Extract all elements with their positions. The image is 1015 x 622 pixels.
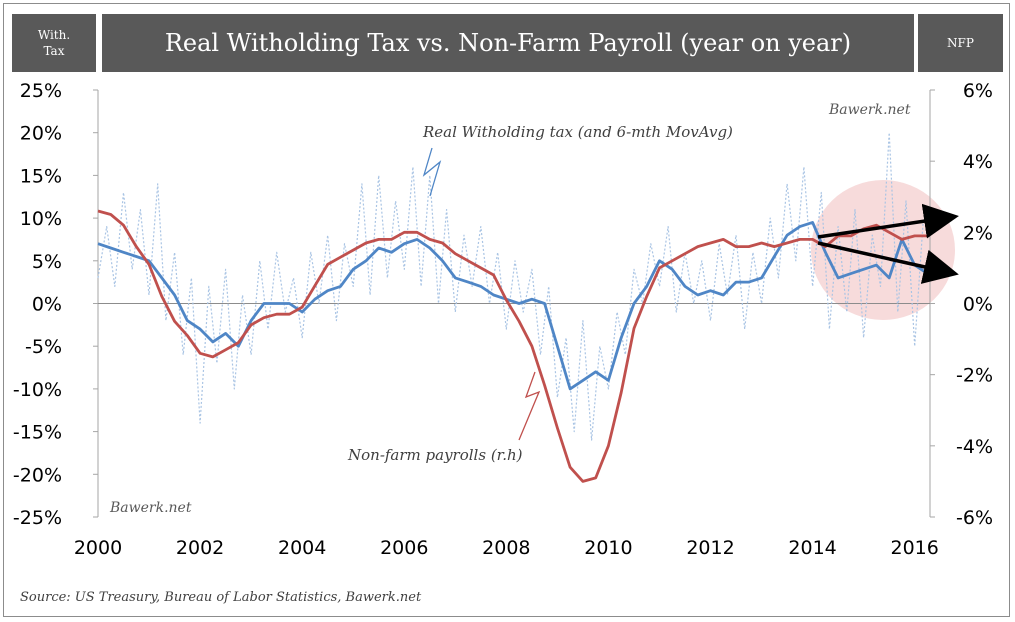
left-tick-label: 10% bbox=[20, 208, 62, 230]
left-tick-label: -25% bbox=[13, 507, 62, 529]
right-tick-label: -6% bbox=[956, 507, 993, 529]
left-axis-header: With. Tax bbox=[12, 14, 96, 72]
chart-title-banner: Real Witholding Tax vs. Non-Farm Payroll… bbox=[102, 14, 914, 72]
left-tick-label: 15% bbox=[20, 165, 62, 187]
withholding-annotation: Real Witholding tax (and 6-mth MovAvg) bbox=[422, 123, 733, 141]
right-tick-label: -4% bbox=[956, 436, 993, 458]
right-tick-label: 6% bbox=[963, 80, 993, 102]
arrow-down-withholding bbox=[817, 241, 959, 284]
left-tick-label: -10% bbox=[13, 379, 62, 401]
arrow-up-nfp bbox=[817, 203, 959, 239]
left-tick-label: 0% bbox=[32, 294, 62, 316]
chart-frame bbox=[3, 3, 1010, 617]
x-tick-label: 2006 bbox=[380, 537, 428, 559]
left-tick-label: -5% bbox=[25, 336, 62, 358]
watermark-bottom: Bawerk.net bbox=[109, 500, 192, 516]
nfp-annotation: Non-farm payrolls (r.h) bbox=[347, 446, 523, 464]
withholding-monthly-line bbox=[97, 132, 924, 441]
nfp-pointer bbox=[518, 371, 541, 441]
x-tick-label: 2002 bbox=[176, 537, 224, 559]
x-tick-label: 2004 bbox=[278, 537, 326, 559]
left-tick-label: 20% bbox=[20, 123, 62, 145]
x-tick-label: 2008 bbox=[482, 537, 530, 559]
left-tick-label: -15% bbox=[13, 422, 62, 444]
left-tick-label: 5% bbox=[32, 251, 62, 273]
right-tick-label: 2% bbox=[963, 222, 993, 244]
left-axis-header-label: With. Tax bbox=[37, 28, 71, 58]
x-tick-label: 2014 bbox=[788, 537, 836, 559]
source-note: Source: US Treasury, Bureau of Labor Sta… bbox=[20, 590, 422, 605]
right-tick-label: 0% bbox=[963, 294, 993, 316]
right-tick-label: -2% bbox=[956, 365, 993, 387]
nfp-line bbox=[97, 209, 928, 483]
right-axis-header-label: NFP bbox=[947, 36, 974, 50]
chart-title: Real Witholding Tax vs. Non-Farm Payroll… bbox=[164, 29, 852, 57]
left-tick-label: -20% bbox=[13, 464, 62, 486]
right-axis-header: NFP bbox=[918, 14, 1003, 72]
x-tick-label: 2010 bbox=[584, 537, 632, 559]
withholding-pointer bbox=[422, 147, 442, 197]
x-tick-label: 2016 bbox=[891, 537, 939, 559]
x-tick-label: 2012 bbox=[686, 537, 734, 559]
watermark-top: Bawerk.net bbox=[828, 102, 911, 118]
x-tick-label: 2000 bbox=[74, 537, 122, 559]
right-tick-label: 4% bbox=[963, 151, 993, 173]
left-tick-label: 25% bbox=[20, 80, 62, 102]
